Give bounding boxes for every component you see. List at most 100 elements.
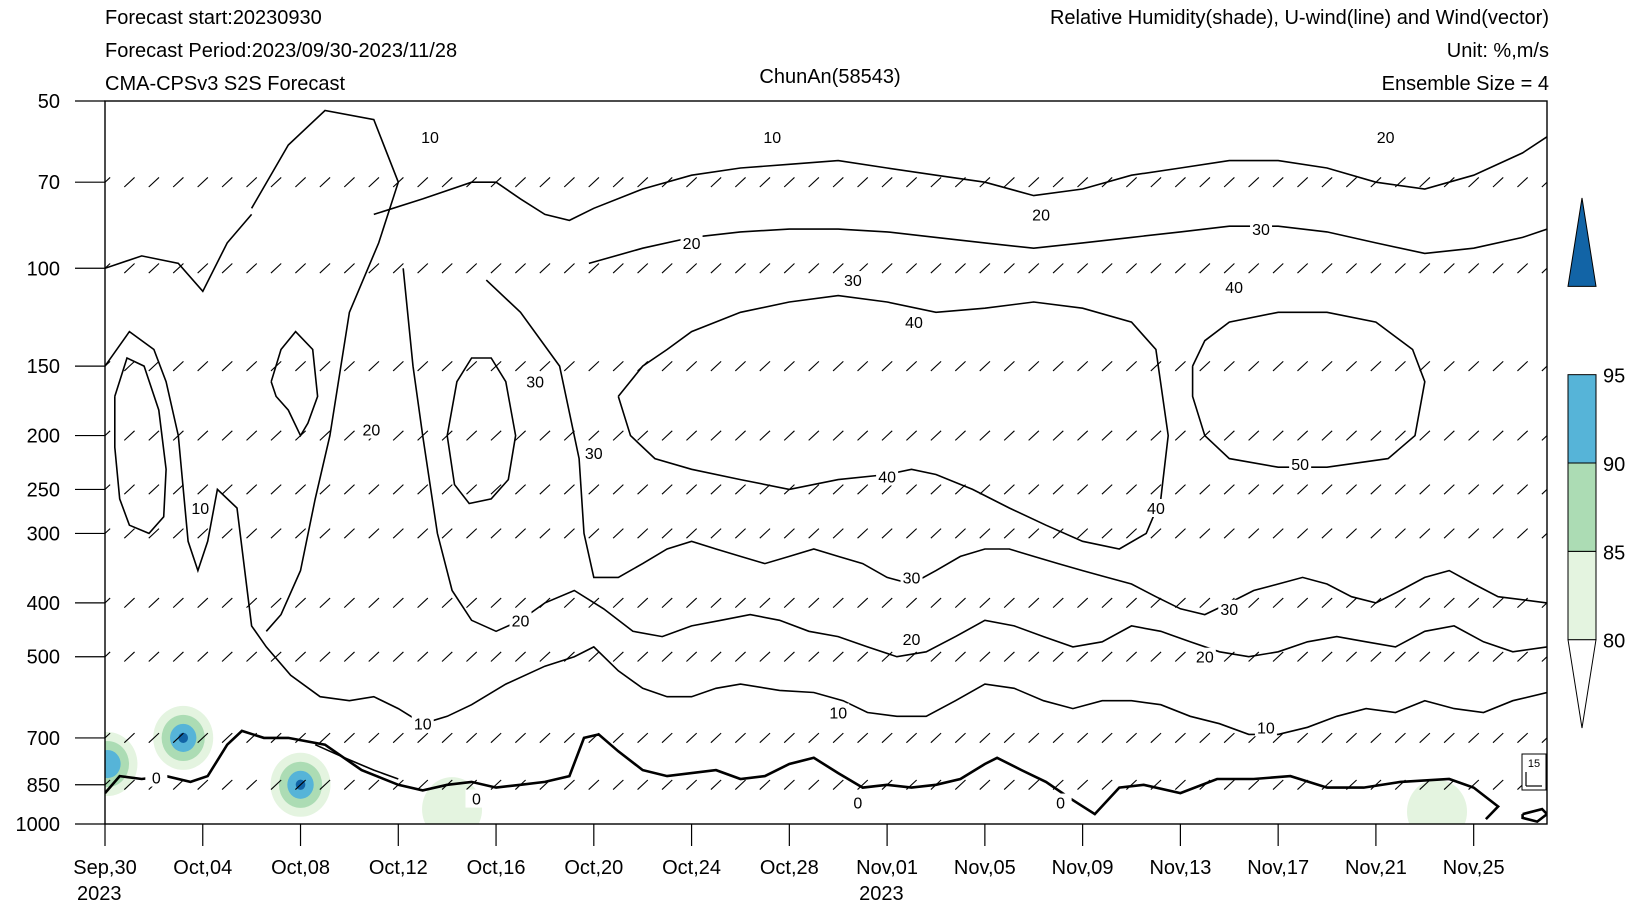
contour-label: 10 [1257,720,1275,737]
wind-barb [392,597,404,609]
wind-barb [1541,655,1547,662]
wind-barb [686,597,698,609]
wind-barb [686,177,698,188]
wind-barb [783,779,795,790]
wind-barb [686,263,698,274]
wind-barb [105,263,111,270]
wind-barb [441,177,453,188]
wind-barb [563,263,575,274]
rh-colorbar: 80 85 90 95 [1567,197,1625,729]
wind-barb [197,177,209,188]
wind-barb [197,732,209,744]
wind-barb [246,360,258,372]
wind-barb [1077,263,1089,274]
wind-barb [1345,732,1357,744]
wind-barb [930,597,942,609]
wind-barb [1150,484,1162,495]
u-wind-contour-40 [617,294,1170,550]
wind-barb [588,360,600,372]
wind-barb [906,263,918,274]
wind-barb [661,779,673,790]
wind-barb [1419,360,1431,372]
wind-barb [1419,732,1431,744]
wind-barb [270,484,282,495]
wind-barb [1272,484,1284,495]
wind-barb [343,360,355,372]
wind-barb [588,651,600,662]
wind-barb [514,263,526,274]
wind-barb [1297,528,1309,539]
ensemble-label: Ensemble Size = 4 [1381,73,1549,95]
wind-barb [710,430,722,441]
wind-barb [1199,177,1211,188]
wind-barb [105,651,111,658]
wind-barb [1468,177,1480,188]
wind-barb [105,360,111,367]
wind-barb [1272,528,1284,539]
wind-barb [1541,365,1547,372]
wind-barb [1028,732,1040,744]
wind-barb [246,430,258,441]
wind-barb [906,484,918,495]
wind-barb [1028,263,1040,274]
wind-barb [1223,732,1235,744]
wind-barb [1101,360,1113,372]
wind-barb [759,528,771,539]
x-tick-label: Nov,21 [1345,857,1407,879]
wind-barb [857,484,869,495]
wind-barb [1419,484,1431,495]
wind-barb [1126,263,1138,274]
wind-barb [1223,430,1235,441]
wind-barb [1028,779,1040,790]
wind-barb [881,597,893,609]
wind-barb [1492,360,1504,372]
wind-barb [295,651,307,662]
wind-barb [930,177,942,188]
wind-barb [808,360,820,372]
wind-barb [710,528,722,539]
wind-barb [857,597,869,609]
wind-barb [637,732,649,744]
wind-barb [172,177,184,188]
wind-barb [954,263,966,274]
wind-barb [759,732,771,744]
colorbar-label: 95 [1603,366,1625,388]
wind-barb [661,651,673,662]
wind-barb [686,779,698,790]
wind-barb [1052,430,1064,441]
wind-barb [1077,360,1089,372]
wind-barb [612,430,624,441]
colorbar-segment [1567,550,1597,641]
contour-label-bg [841,271,864,290]
y-tick-label: 850 [27,775,60,797]
wind-barb [808,484,820,495]
wind-barb [1248,484,1260,495]
wind-barb [1345,484,1357,495]
wind-barb [808,528,820,539]
wind-barb [539,430,551,441]
wind-barb [1492,651,1504,662]
wind-barb [466,430,478,441]
wind-barb [392,484,404,495]
wind-barb [734,263,746,274]
contour-label-bg [1193,647,1216,666]
wind-barb [1272,779,1284,790]
wind-barb [1174,430,1186,441]
wind-barb [148,732,160,744]
contour-label-bg [524,372,547,391]
wind-barb [930,528,942,539]
wind-barb [1150,430,1162,441]
wind-barb [710,484,722,495]
wind-barb [1003,263,1015,274]
wind-barb [221,651,233,662]
contour-label: 20 [512,613,530,630]
wind-barb [1126,177,1138,188]
wind-barb [808,430,820,441]
u-wind-contour-20 [446,357,517,505]
x-tick-label: Nov,05 [954,857,1016,879]
wind-barb [1394,528,1406,539]
wind-barb [148,528,160,539]
wind-barb [1517,430,1529,441]
x-tick-year-label: 2023 [77,883,122,905]
u-wind-contour-50 [1191,311,1426,468]
